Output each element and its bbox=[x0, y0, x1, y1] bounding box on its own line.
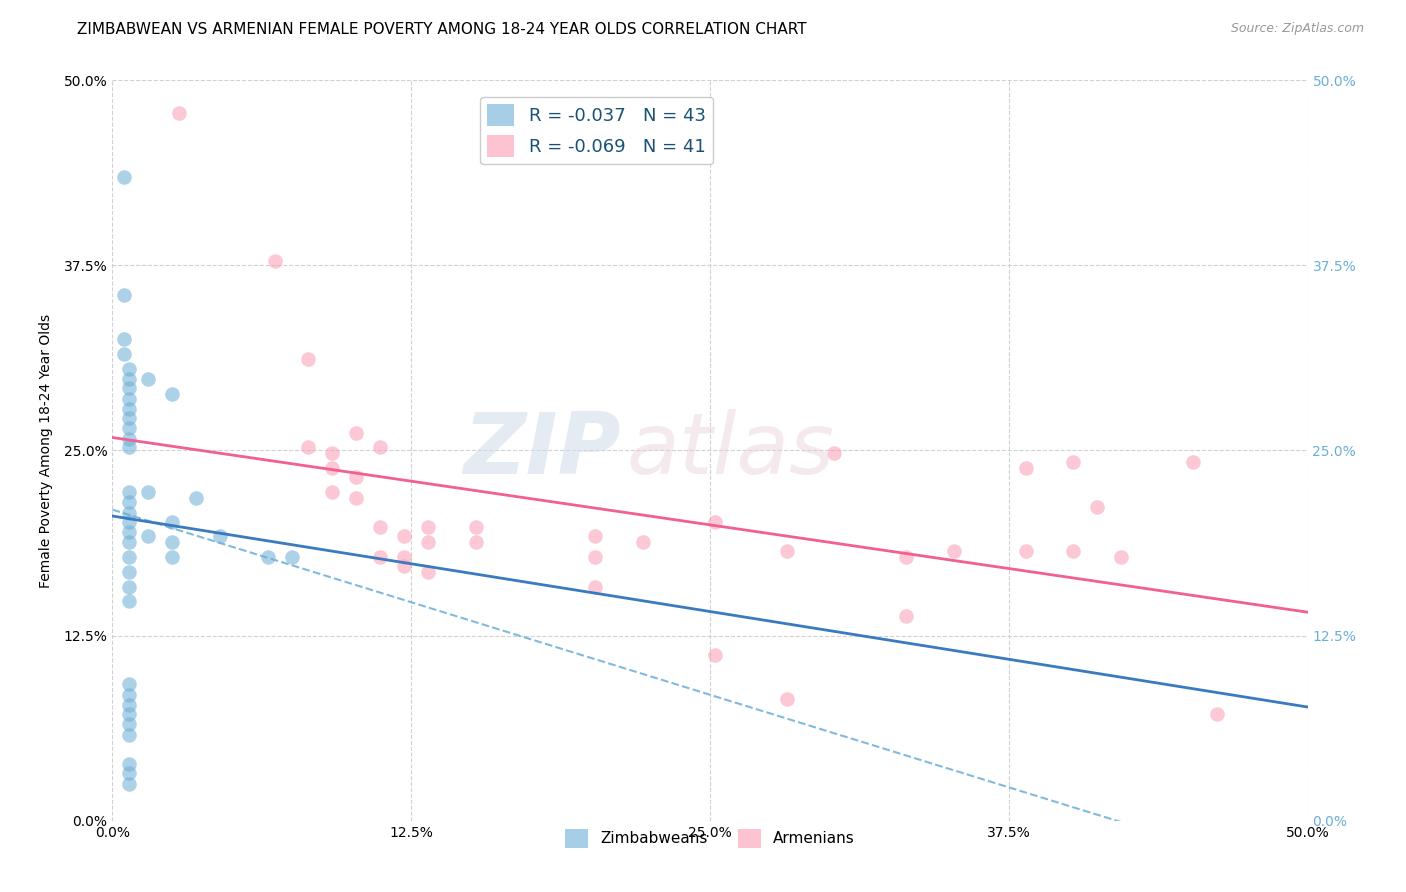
Point bbox=[114, 347, 135, 361]
Point bbox=[118, 524, 141, 539]
Point bbox=[118, 688, 141, 702]
Point bbox=[392, 550, 415, 565]
Point bbox=[583, 550, 606, 565]
Point bbox=[1109, 550, 1132, 565]
Point bbox=[1062, 455, 1084, 469]
Point bbox=[118, 535, 141, 549]
Point bbox=[344, 425, 367, 440]
Point bbox=[118, 698, 141, 713]
Point bbox=[416, 565, 439, 579]
Point bbox=[368, 550, 391, 565]
Point bbox=[1014, 461, 1036, 475]
Point bbox=[257, 550, 280, 565]
Point bbox=[464, 535, 486, 549]
Point bbox=[894, 550, 917, 565]
Point bbox=[416, 520, 439, 534]
Point bbox=[1085, 500, 1108, 514]
Point bbox=[114, 169, 135, 184]
Point bbox=[321, 446, 343, 460]
Point bbox=[775, 544, 797, 558]
Point bbox=[118, 550, 141, 565]
Point bbox=[297, 441, 319, 455]
Point bbox=[321, 484, 343, 499]
Point bbox=[942, 544, 965, 558]
Y-axis label: Female Poverty Among 18-24 Year Olds: Female Poverty Among 18-24 Year Olds bbox=[38, 313, 52, 588]
Text: atlas: atlas bbox=[627, 409, 834, 492]
Point bbox=[118, 776, 141, 791]
Point bbox=[186, 491, 208, 505]
Point bbox=[1062, 544, 1084, 558]
Point bbox=[118, 717, 141, 731]
Point bbox=[583, 580, 606, 594]
Point bbox=[118, 766, 141, 780]
Point bbox=[118, 362, 141, 376]
Legend: Zimbabweans, Armenians: Zimbabweans, Armenians bbox=[560, 822, 860, 854]
Point bbox=[118, 432, 141, 446]
Point bbox=[118, 402, 141, 417]
Point bbox=[344, 491, 367, 505]
Point bbox=[138, 372, 160, 386]
Point bbox=[321, 461, 343, 475]
Point bbox=[162, 387, 183, 401]
Point bbox=[392, 558, 415, 573]
Point bbox=[118, 565, 141, 579]
Point bbox=[118, 421, 141, 435]
Point bbox=[169, 106, 191, 120]
Point bbox=[118, 484, 141, 499]
Point bbox=[118, 594, 141, 608]
Point bbox=[162, 550, 183, 565]
Point bbox=[118, 580, 141, 594]
Point bbox=[368, 441, 391, 455]
Point bbox=[209, 529, 232, 543]
Point bbox=[703, 648, 725, 662]
Text: ZIMBABWEAN VS ARMENIAN FEMALE POVERTY AMONG 18-24 YEAR OLDS CORRELATION CHART: ZIMBABWEAN VS ARMENIAN FEMALE POVERTY AM… bbox=[77, 22, 807, 37]
Point bbox=[894, 609, 917, 624]
Point bbox=[118, 677, 141, 691]
Point bbox=[264, 254, 287, 268]
Text: ZIP: ZIP bbox=[463, 409, 620, 492]
Point bbox=[297, 351, 319, 366]
Point bbox=[118, 706, 141, 721]
Point bbox=[118, 728, 141, 742]
Point bbox=[118, 441, 141, 455]
Point bbox=[162, 535, 183, 549]
Point bbox=[583, 529, 606, 543]
Point bbox=[162, 515, 183, 529]
Point bbox=[281, 550, 304, 565]
Point bbox=[118, 372, 141, 386]
Point bbox=[1014, 544, 1036, 558]
Point bbox=[368, 520, 391, 534]
Point bbox=[1205, 706, 1227, 721]
Point bbox=[703, 515, 725, 529]
Text: Source: ZipAtlas.com: Source: ZipAtlas.com bbox=[1230, 22, 1364, 36]
Point bbox=[392, 529, 415, 543]
Point bbox=[1181, 455, 1204, 469]
Point bbox=[344, 470, 367, 484]
Point bbox=[114, 332, 135, 346]
Point bbox=[118, 381, 141, 395]
Point bbox=[118, 495, 141, 509]
Point bbox=[118, 410, 141, 425]
Point bbox=[138, 484, 160, 499]
Point bbox=[138, 529, 160, 543]
Point bbox=[118, 757, 141, 772]
Point bbox=[775, 692, 797, 706]
Point bbox=[416, 535, 439, 549]
Point bbox=[118, 392, 141, 406]
Point bbox=[118, 506, 141, 520]
Point bbox=[114, 288, 135, 302]
Point bbox=[631, 535, 654, 549]
Point bbox=[823, 446, 845, 460]
Point bbox=[464, 520, 486, 534]
Point bbox=[118, 515, 141, 529]
